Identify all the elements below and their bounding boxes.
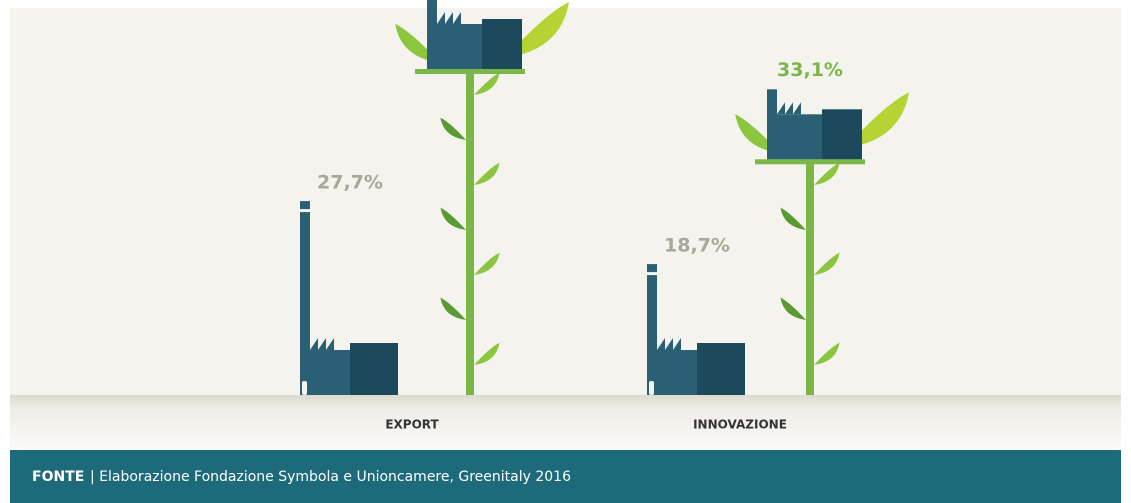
source-label: FONTE (32, 469, 84, 485)
chart: FONTE | Elaborazione Fondazione Symbola … (0, 0, 1131, 503)
value-label: 18,7% (664, 235, 730, 257)
chimney-band (647, 272, 657, 275)
value-label: 27,7% (317, 172, 383, 194)
factory-hall (437, 24, 482, 69)
factory-wing (697, 343, 745, 395)
category-label: INNOVAZIONE (693, 418, 787, 432)
platform (755, 159, 865, 164)
chimney-band (300, 209, 310, 212)
factory-hall (777, 114, 822, 159)
category-label: EXPORT (385, 418, 439, 432)
factory-wing (350, 343, 398, 395)
plot-background (10, 8, 1121, 396)
factory-door (302, 381, 307, 395)
bar (647, 264, 657, 395)
factory-hall (657, 350, 697, 395)
source: | Elaborazione Fondazione Symbola e Unio… (90, 469, 571, 485)
factory-chimney (427, 0, 437, 69)
factory-wing (482, 19, 522, 69)
platform (415, 69, 525, 74)
bar (806, 163, 814, 395)
factory-hall (310, 350, 350, 395)
factory-chimney (767, 89, 777, 159)
bar (300, 201, 310, 395)
value-label: 33,1% (777, 59, 843, 81)
factory-door (649, 381, 654, 395)
bar (466, 73, 474, 395)
factory-wing (822, 109, 862, 159)
ground (10, 395, 1121, 450)
